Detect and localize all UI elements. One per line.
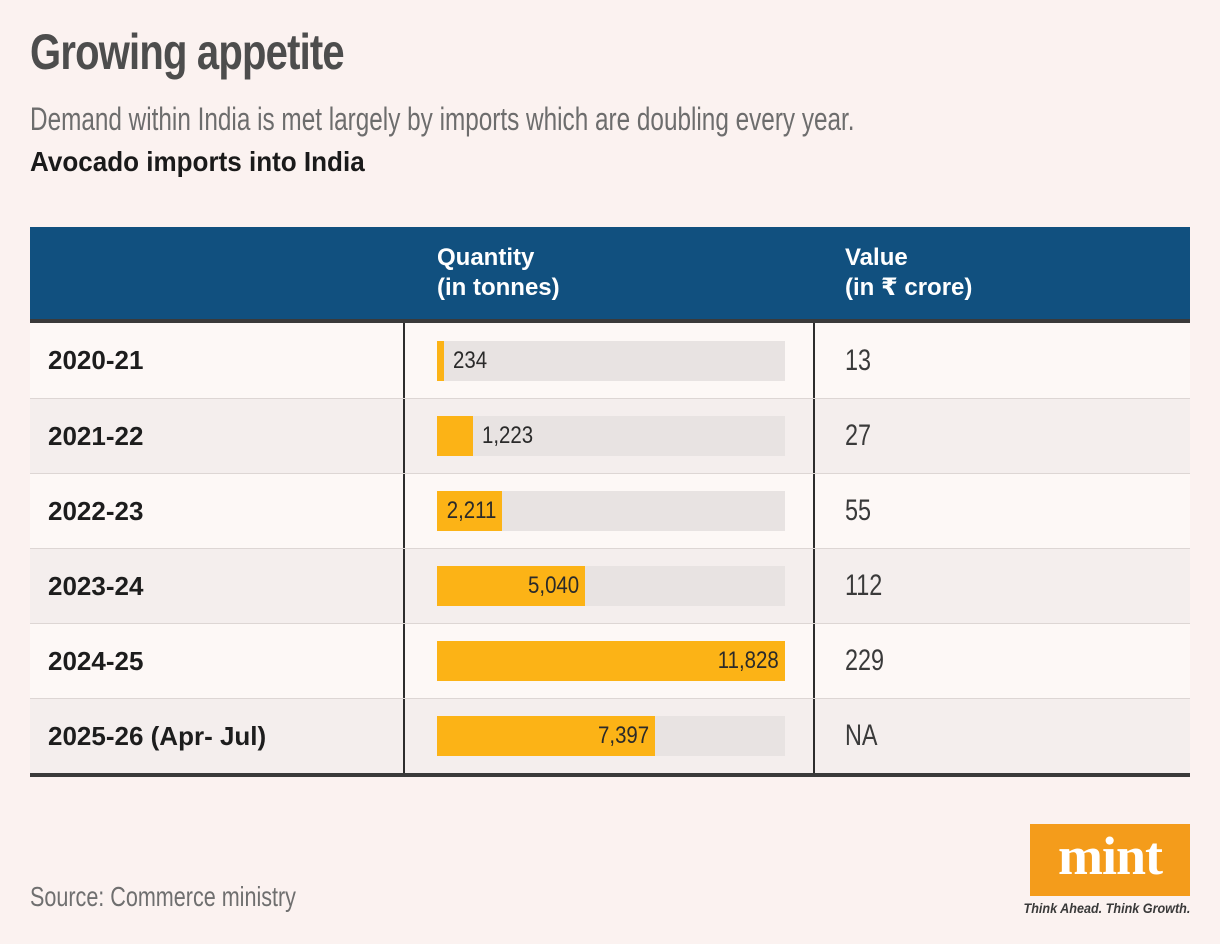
year-cell: 2020-21 [30, 323, 403, 398]
table-row: 2022-23 2,211 55 [30, 473, 1190, 548]
header-quantity-cell: Quantity (in tonnes) [403, 243, 815, 303]
source-note: Source: Commerce ministry [30, 881, 296, 912]
quantity-bar: 2,211 [437, 491, 503, 531]
mint-logo: mint [1030, 824, 1190, 896]
quantity-cell: 5,040 [403, 549, 815, 623]
value-label: 13 [845, 343, 872, 377]
quantity-bar-label: 11,828 [718, 647, 780, 674]
quantity-cell: 1,223 [403, 399, 815, 473]
table-body: 2020-21 234 13 2021-22 [30, 323, 1190, 777]
value-label: 112 [845, 569, 883, 602]
value-column-label: Value [845, 244, 908, 271]
quantity-bar-track: 2,211 [437, 491, 785, 531]
table-row: 2025-26 (Apr- Jul) 7,397 NA [30, 698, 1190, 773]
table-header-row: Quantity (in tonnes) Value (in ₹ crore) [30, 227, 1190, 323]
page-subtitle: Demand within India is met largely by im… [30, 101, 855, 137]
quantity-cell: 7,397 [403, 699, 815, 773]
year-cell: 2023-24 [30, 549, 403, 623]
year-cell: 2025-26 (Apr- Jul) [30, 699, 403, 773]
year-label: 2025-26 (Apr- Jul) [48, 720, 267, 751]
value-cell: 27 [815, 399, 1190, 473]
quantity-column-unit: (in tonnes) [437, 274, 560, 301]
quantity-bar-track: 5,040 [437, 566, 785, 606]
year-cell: 2022-23 [30, 474, 403, 548]
mint-logo-text: mint [1058, 826, 1163, 886]
table-row: 2024-25 11,828 229 [30, 623, 1190, 698]
header-value-cell: Value (in ₹ crore) [815, 243, 1190, 303]
value-label: NA [845, 719, 878, 752]
quantity-bar: 7,397 [437, 716, 655, 756]
quantity-cell: 11,828 [403, 624, 815, 698]
quantity-cell: 234 [403, 323, 815, 398]
value-cell: 55 [815, 474, 1190, 548]
quantity-bar-track: 234 [437, 340, 785, 381]
brand-tagline: Think Ahead. Think Growth. [1023, 900, 1190, 916]
value-column-unit: (in ₹ crore) [845, 274, 973, 301]
quantity-bar-track: 11,828 [437, 641, 785, 681]
quantity-column-label: Quantity [437, 244, 535, 271]
value-cell: 229 [815, 624, 1190, 698]
table-row: 2020-21 234 13 [30, 323, 1190, 398]
value-label: 27 [845, 419, 872, 452]
quantity-bar: 5,040 [437, 566, 586, 606]
year-label: 2024-25 [48, 645, 144, 676]
quantity-bar: 11,828 [437, 641, 785, 681]
value-label: 229 [845, 644, 885, 677]
value-cell: 13 [815, 323, 1190, 398]
year-cell: 2021-22 [30, 399, 403, 473]
page-title: Growing appetite [30, 24, 345, 80]
value-cell: NA [815, 699, 1190, 773]
year-label: 2021-22 [48, 420, 144, 451]
table-row: 2023-24 5,040 112 [30, 548, 1190, 623]
year-label: 2022-23 [48, 495, 144, 526]
year-cell: 2024-25 [30, 624, 403, 698]
quantity-bar-label: 2,211 [446, 497, 497, 524]
value-label: 55 [845, 494, 872, 527]
quantity-bar-label: 7,397 [597, 722, 649, 749]
quantity-bar [437, 416, 473, 456]
quantity-bar-track: 1,223 [437, 416, 785, 456]
year-label: 2023-24 [48, 570, 144, 601]
quantity-bar-label: 234 [452, 346, 487, 374]
quantity-bar [437, 340, 444, 381]
value-cell: 112 [815, 549, 1190, 623]
quantity-cell: 2,211 [403, 474, 815, 548]
quantity-bar-label: 5,040 [528, 572, 580, 599]
chart-title: Avocado imports into India [30, 146, 365, 177]
quantity-bar-track: 7,397 [437, 716, 785, 756]
imports-table: Quantity (in tonnes) Value (in ₹ crore) … [30, 227, 1190, 777]
table-row: 2021-22 1,223 27 [30, 398, 1190, 473]
quantity-bar-label: 1,223 [481, 422, 534, 449]
year-label: 2020-21 [48, 345, 144, 375]
